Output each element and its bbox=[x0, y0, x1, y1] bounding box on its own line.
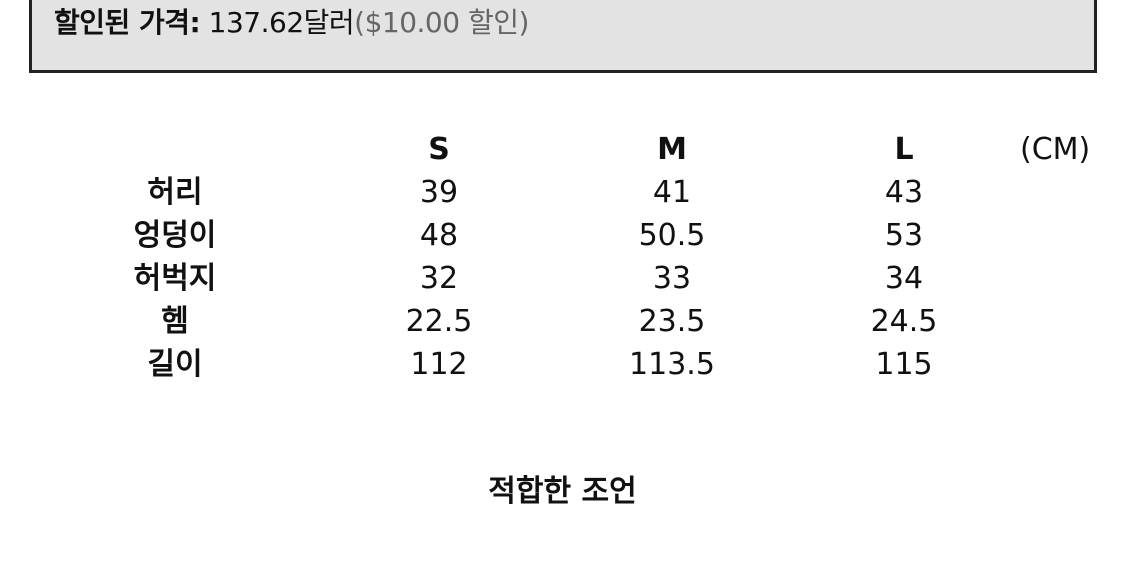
table-cell: 41 bbox=[652, 175, 692, 210]
row-label: 엉덩이 bbox=[133, 218, 217, 253]
table-cell: 53 bbox=[884, 218, 924, 253]
table-cell: 39 bbox=[419, 175, 459, 210]
row-label: 헴 bbox=[161, 304, 189, 339]
column-header-l: L bbox=[894, 132, 914, 167]
unit-label: (CM) bbox=[1020, 132, 1091, 167]
table-cell: 50.5 bbox=[638, 218, 706, 253]
price-value: 137.62달러 bbox=[208, 6, 355, 39]
table-cell: 43 bbox=[884, 175, 924, 210]
column-header-s: S bbox=[428, 132, 450, 167]
table-cell: 32 bbox=[419, 261, 459, 296]
row-label: 허리 bbox=[147, 175, 203, 210]
price-line: 할인된 가격: 137.62달러($10.00 할인) bbox=[54, 3, 529, 43]
table-cell: 24.5 bbox=[870, 304, 938, 339]
row-label: 길이 bbox=[147, 347, 203, 382]
table-cell: 48 bbox=[419, 218, 459, 253]
column-header-m: M bbox=[657, 132, 687, 167]
price-label: 할인된 가격: bbox=[54, 6, 201, 39]
advice-heading: 적합한 조언 bbox=[488, 474, 637, 509]
table-cell: 113.5 bbox=[629, 347, 715, 382]
table-cell: 34 bbox=[884, 261, 924, 296]
price-discount: ($10.00 할인) bbox=[354, 6, 529, 39]
row-label: 허벅지 bbox=[133, 261, 217, 296]
table-cell: 115 bbox=[875, 347, 933, 382]
table-cell: 33 bbox=[652, 261, 692, 296]
discounted-price-box: 할인된 가격: 137.62달러($10.00 할인) bbox=[29, 0, 1097, 73]
table-cell: 112 bbox=[410, 347, 468, 382]
table-cell: 23.5 bbox=[638, 304, 706, 339]
table-cell: 22.5 bbox=[405, 304, 473, 339]
